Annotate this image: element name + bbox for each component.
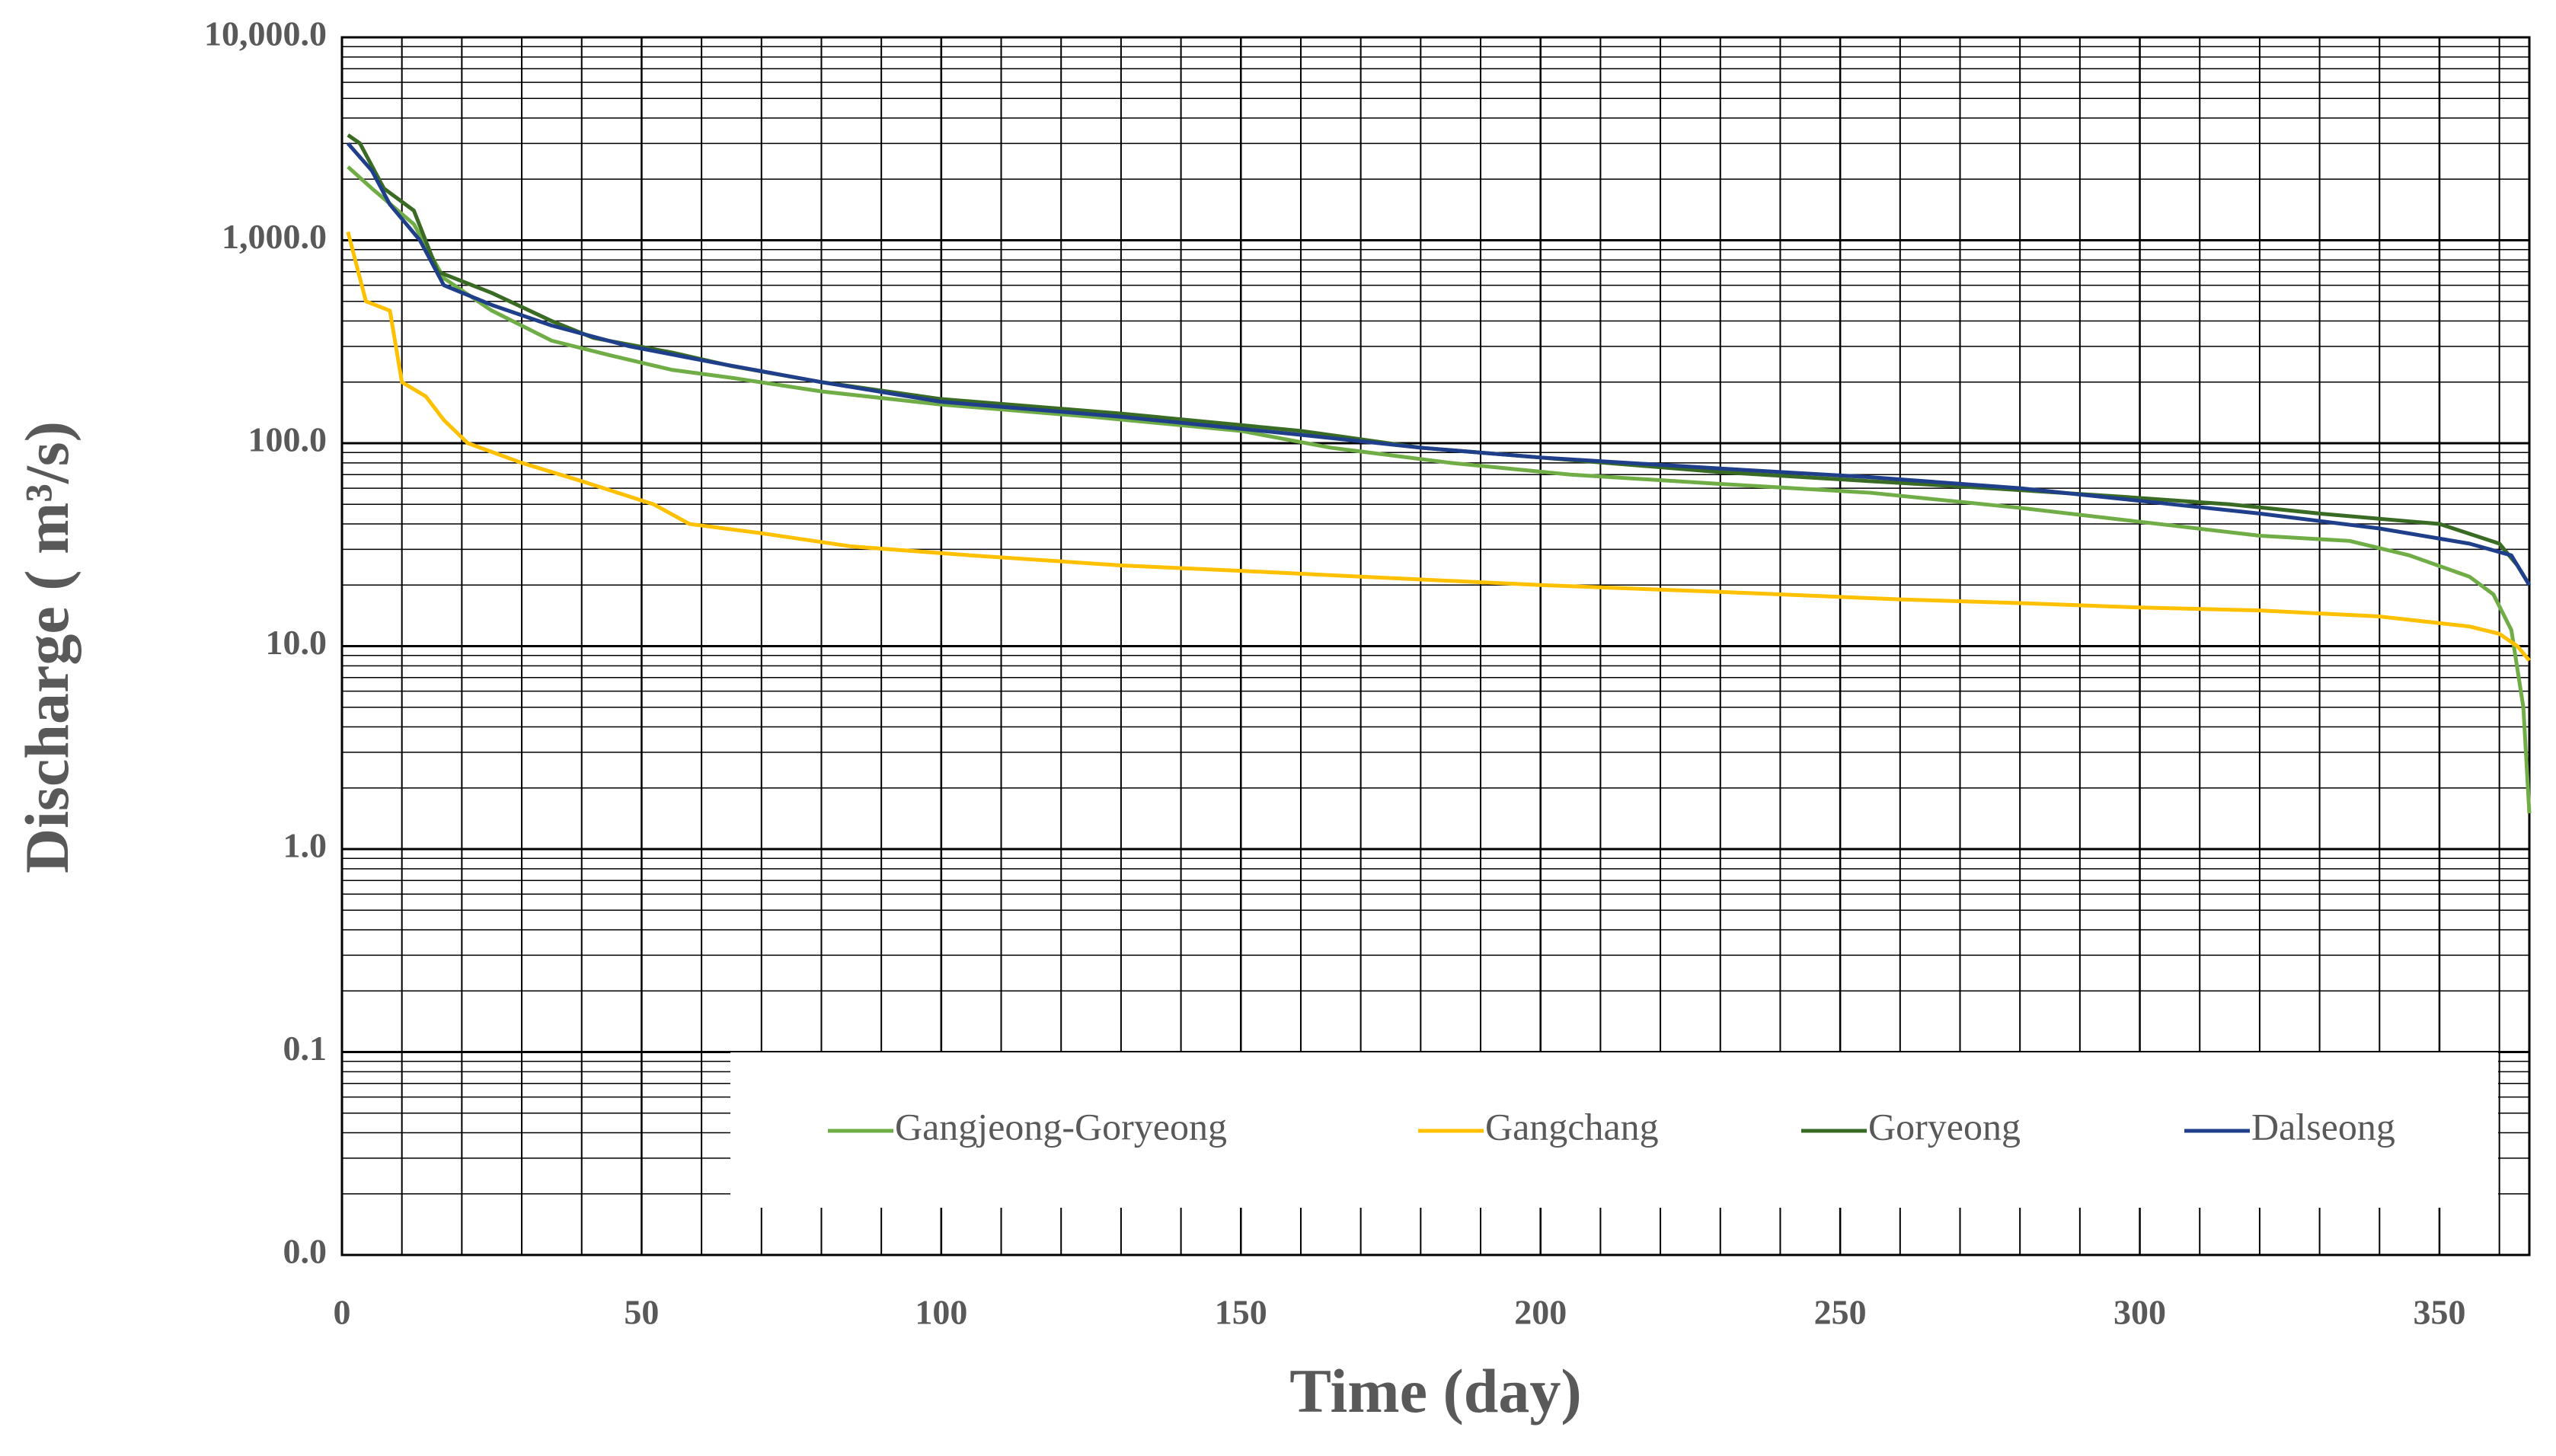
y-tick-label: 0.0 <box>283 1232 327 1271</box>
data-line <box>346 142 2532 586</box>
data-line <box>346 231 2531 662</box>
y-tick-label: 10,000.0 <box>204 14 327 53</box>
x-tick-label: 350 <box>2413 1293 2465 1332</box>
legend-label: Dalseong <box>2251 1105 2395 1148</box>
x-tick-label: 0 <box>334 1293 351 1332</box>
x-tick-label: 300 <box>2113 1293 2166 1332</box>
y-tick-label: 100.0 <box>248 420 327 459</box>
legend-label: Gangjeong-Goryeong <box>895 1105 1227 1148</box>
x-tick-label: 50 <box>624 1293 659 1332</box>
y-tick-label: 1.0 <box>283 826 327 865</box>
x-tick-label: 100 <box>915 1293 967 1332</box>
legend-label: Gangchang <box>1485 1105 1659 1148</box>
x-tick-label: 150 <box>1215 1293 1267 1332</box>
y-tick-label: 10.0 <box>266 623 327 662</box>
y-tick-label: 1,000.0 <box>222 217 327 256</box>
plot-border <box>340 36 2531 1256</box>
legend-label: Goryeong <box>1868 1105 2021 1148</box>
x-tick-label: 200 <box>1514 1293 1567 1332</box>
x-axis-title: Time (day) <box>1289 1356 1581 1426</box>
x-tick-label: 250 <box>1814 1293 1867 1332</box>
data-line <box>347 133 2532 586</box>
y-axis-title: Discharge ( m³/s) <box>12 421 81 873</box>
data-line <box>347 165 2532 814</box>
y-tick-label: 0.1 <box>283 1029 327 1068</box>
